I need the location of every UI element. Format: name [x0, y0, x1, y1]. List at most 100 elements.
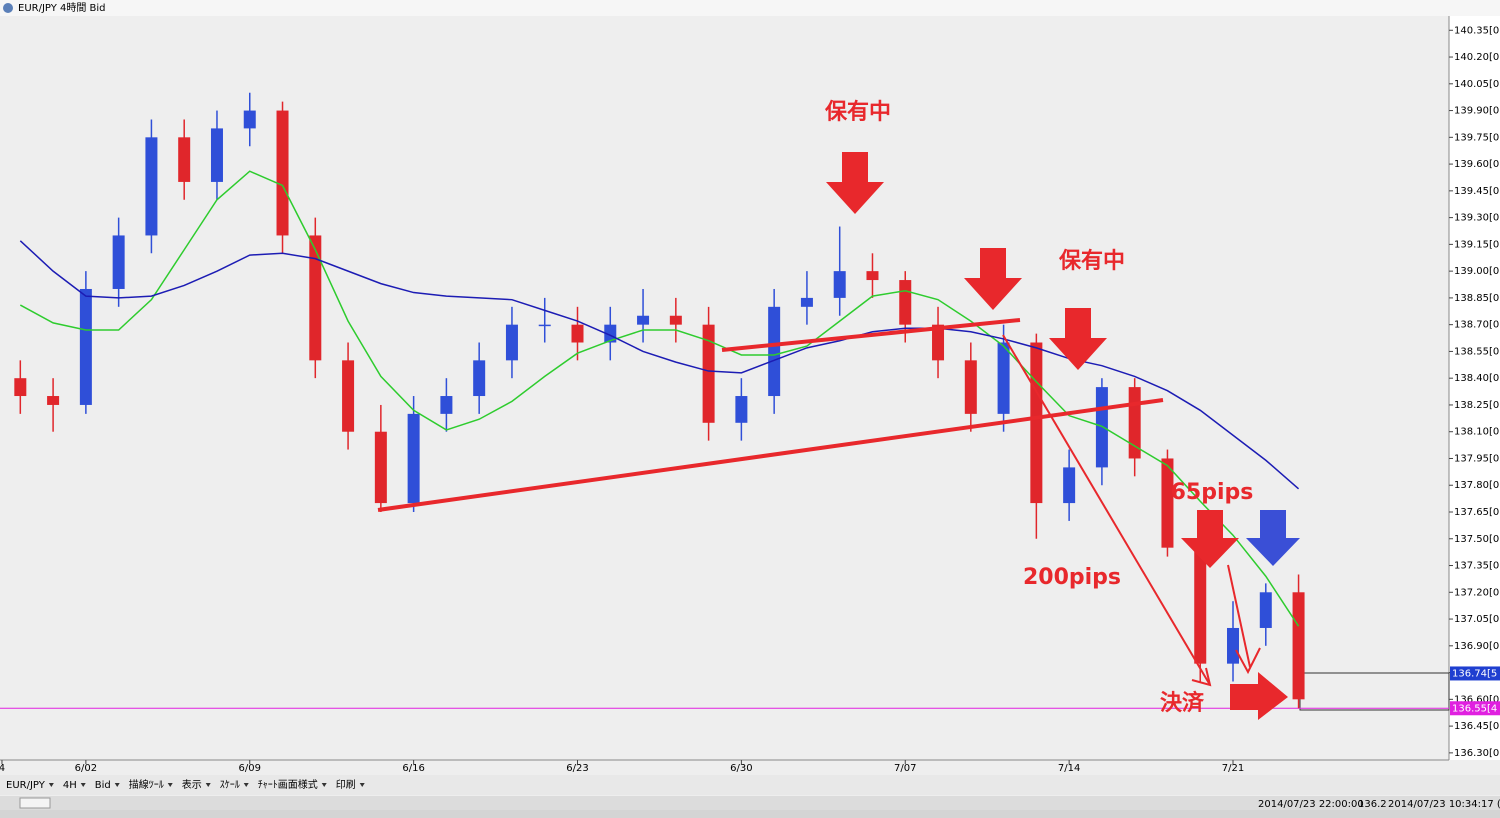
toolbar-item[interactable]: ｽｹｰﾙ	[220, 779, 240, 791]
move-arrowhead	[1191, 667, 1212, 687]
x-tick-label: 6/02	[75, 763, 97, 774]
y-tick-label: 138.70[0]	[1454, 320, 1500, 331]
candle-body	[571, 324, 584, 343]
toolbar	[0, 775, 1500, 795]
candle-body	[669, 315, 682, 325]
y-tick-label: 139.60[0]	[1454, 159, 1500, 170]
dropdown-arrow[interactable]	[243, 783, 249, 787]
candle-body	[374, 431, 387, 504]
dropdown-arrow[interactable]	[321, 783, 327, 787]
toolbar-item[interactable]: Bid	[95, 780, 111, 791]
down-arrow	[964, 248, 1022, 310]
y-tick-label: 137.50[0]	[1454, 534, 1500, 545]
toolbar-item[interactable]: 描線ﾂｰﾙ	[129, 778, 164, 791]
window-title: EUR/JPY 4時間 Bid	[18, 2, 106, 14]
y-tick-label: 140.05[0]	[1454, 79, 1500, 90]
y-tick-label: 137.95[0]	[1454, 453, 1500, 464]
candle-body	[1063, 467, 1076, 504]
toolbar-item[interactable]: 表示	[182, 778, 202, 791]
dropdown-arrow[interactable]	[114, 783, 120, 787]
title-bar	[0, 0, 1500, 16]
move-line	[1227, 564, 1251, 668]
y-tick-label: 137.35[0]	[1454, 561, 1500, 572]
toolbar-item[interactable]: ﾁｬｰﾄ画面様式	[258, 778, 318, 791]
price-label-box	[1450, 666, 1500, 681]
toolbar-item[interactable]: EUR/JPY	[6, 780, 46, 791]
annotation: 保有中	[824, 99, 891, 125]
x-tick-label: 6/16	[402, 763, 424, 774]
dropdown-arrow[interactable]	[80, 783, 86, 787]
dropdown-arrow[interactable]	[205, 783, 211, 787]
moving-average	[19, 240, 1300, 490]
status-time: 2014/07/23 22:00:00	[1258, 799, 1364, 810]
y-tick-label: 139.00[0]	[1454, 266, 1500, 277]
price-label: 136.55[4	[1452, 703, 1497, 714]
candle-body	[768, 306, 781, 397]
y-tick-label: 137.20[0]	[1454, 587, 1500, 598]
candle-body	[1194, 547, 1207, 664]
x-tick-label: 6/23	[566, 763, 588, 774]
candle-body	[14, 378, 27, 397]
annotation: 200pips	[1023, 565, 1121, 590]
y-tick-label: 139.15[0]	[1454, 239, 1500, 250]
x-tick-label: 6/30	[730, 763, 752, 774]
move-line	[1002, 334, 1211, 686]
toolbar-items: EUR/JPY 4H Bid 描線ﾂｰﾙ 表示 ｽｹｰﾙ ﾁｬｰﾄ画面様式 印刷	[6, 778, 365, 791]
candle-body	[145, 137, 158, 236]
status-bar	[0, 810, 1500, 818]
down-arrow	[1049, 308, 1107, 370]
candle-body	[866, 271, 879, 281]
candle-body	[997, 342, 1010, 414]
annotation: 65pips	[1171, 480, 1254, 505]
status-price: 136.2	[1358, 799, 1387, 810]
candle-body	[637, 315, 650, 325]
candle-body	[800, 297, 813, 307]
candle-body	[276, 110, 289, 236]
candle-body	[505, 324, 518, 361]
x-tick-label: 7/07	[894, 763, 916, 774]
candle-body	[964, 360, 977, 414]
candle-body	[79, 288, 92, 405]
candle-body	[1259, 592, 1272, 628]
right-arrow	[1230, 672, 1288, 720]
candle-body	[407, 413, 420, 504]
dropdown-arrow[interactable]	[48, 783, 54, 787]
candle-body	[1292, 592, 1305, 700]
arrows	[826, 152, 1300, 720]
y-tick-label: 140.20[0]	[1454, 52, 1500, 63]
y-tick-label: 140.35[0]	[1454, 25, 1500, 36]
x-tick-label: 7/21	[1222, 763, 1244, 774]
y-tick-label: 137.05[0]	[1454, 614, 1500, 625]
down-arrow	[1181, 510, 1239, 568]
y-tick-label: 136.90[0]	[1454, 641, 1500, 652]
y-tick-label: 139.90[0]	[1454, 106, 1500, 117]
dropdown-arrow[interactable]	[359, 783, 365, 787]
scroll-thumb[interactable]	[19, 797, 51, 809]
y-tick-label: 136.45[0]	[1454, 721, 1500, 732]
candle-body	[342, 360, 355, 432]
dropdown-arrow[interactable]	[167, 783, 173, 787]
y-tick-label: 139.30[0]	[1454, 213, 1500, 224]
candle-body	[243, 110, 256, 129]
candle-body	[604, 324, 617, 343]
toolbar-item[interactable]: 印刷	[336, 779, 356, 791]
candle-body	[1161, 458, 1174, 548]
scrollbar[interactable]	[0, 796, 1500, 810]
y-tick-label: 139.75[0]	[1454, 132, 1500, 143]
toolbar-item[interactable]: 4H	[63, 780, 77, 791]
trend-line	[721, 318, 1021, 352]
app-icon	[3, 3, 13, 13]
candle-body	[112, 235, 125, 289]
candle-body	[1227, 627, 1240, 664]
y-tick-label: 138.25[0]	[1454, 400, 1500, 411]
candle-body	[1030, 342, 1043, 504]
candle-body	[1095, 387, 1108, 468]
candle-body	[473, 360, 486, 397]
candle-body	[440, 396, 453, 414]
y-tick-label: 138.10[0]	[1454, 427, 1500, 438]
price-label: 136.74[5	[1452, 668, 1497, 679]
price-label-box	[1450, 701, 1500, 716]
price-axis-panel	[1449, 16, 1500, 760]
